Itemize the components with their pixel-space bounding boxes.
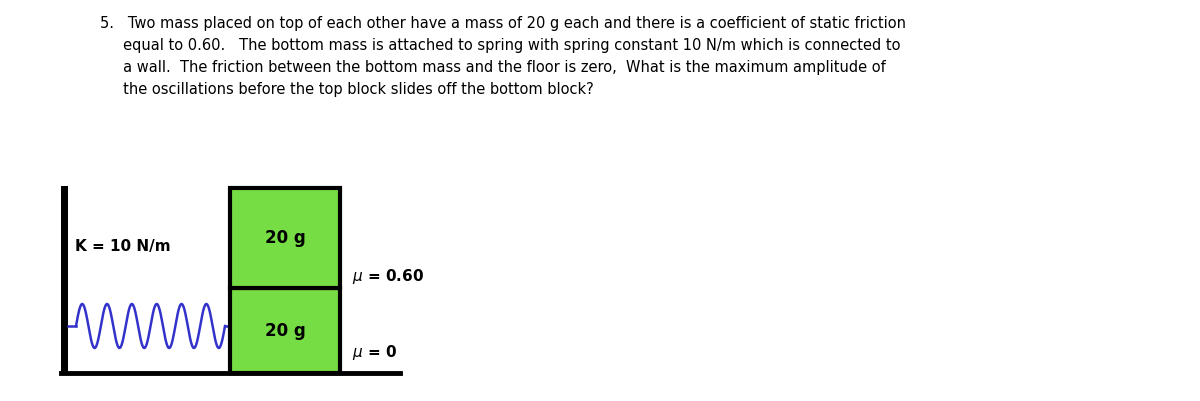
Text: 5.   Two mass placed on top of each other have a mass of 20 g each and there is : 5. Two mass placed on top of each other … bbox=[100, 16, 906, 31]
Text: $\mu$ = 0: $\mu$ = 0 bbox=[352, 344, 397, 363]
Text: $\mu$ = 0.60: $\mu$ = 0.60 bbox=[352, 267, 424, 286]
Text: 20 g: 20 g bbox=[265, 322, 305, 340]
Bar bbox=[230, 288, 340, 373]
Bar bbox=[230, 188, 340, 288]
Bar bbox=[61, 186, 68, 373]
Text: K = 10 N/m: K = 10 N/m bbox=[74, 239, 170, 253]
Text: equal to 0.60.   The bottom mass is attached to spring with spring constant 10 N: equal to 0.60. The bottom mass is attach… bbox=[100, 38, 900, 53]
Text: a wall.  The friction between the bottom mass and the floor is zero,  What is th: a wall. The friction between the bottom … bbox=[100, 60, 886, 75]
Text: the oscillations before the top block slides off the bottom block?: the oscillations before the top block sl… bbox=[100, 82, 594, 97]
Text: 20 g: 20 g bbox=[265, 229, 305, 247]
